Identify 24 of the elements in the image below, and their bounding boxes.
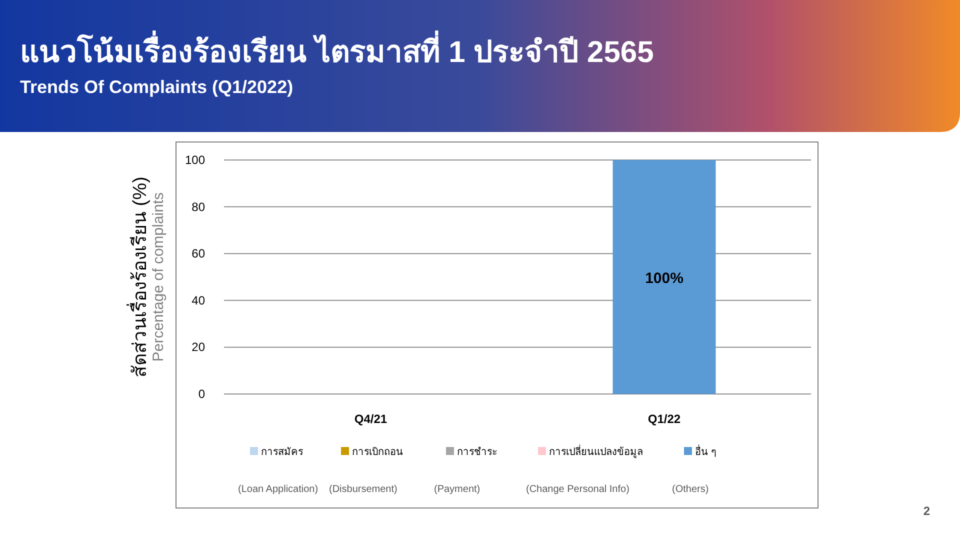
legend-label: การเปลี่ยนแปลงข้อมูล: [549, 444, 643, 458]
chart-subtitle: Trends Of Complaints (Q1/2022): [20, 77, 294, 97]
text: Percentage of complaints: [150, 192, 167, 362]
text: (Payment): [434, 484, 480, 495]
y-tick-label: 60: [192, 246, 206, 261]
y-tick-label: 100: [184, 153, 206, 167]
legend-label: การเบิกถอน: [352, 447, 403, 458]
text: (Change Personal Info): [526, 484, 630, 495]
y-axis-title: สัดส่วนเรื่องร้องเรียน (%): [126, 176, 151, 378]
x-tick-label: Q4/21: [354, 412, 388, 426]
text: (Loan Application): [238, 484, 318, 495]
legend-label: อื่น ๆ: [695, 444, 716, 458]
chart-title: แนวโน้มเรื่องร้องเรียน ไตรมาสที่ 1 ประจำปี 2565: [20, 30, 654, 69]
legend-label: การชำระ: [457, 447, 497, 458]
y-tick-label: 40: [192, 293, 206, 308]
y-tick-label: 0: [198, 387, 206, 401]
text: (Disbursement): [329, 484, 398, 495]
text: 2: [923, 504, 930, 518]
x-tick-label: Q1/22: [648, 412, 681, 426]
y-tick-label: 20: [192, 340, 206, 354]
data-label: 100%: [645, 270, 684, 287]
y-tick-label: 80: [192, 200, 206, 214]
legend-label: การสมัคร: [261, 447, 304, 458]
text: (Others): [672, 484, 709, 495]
